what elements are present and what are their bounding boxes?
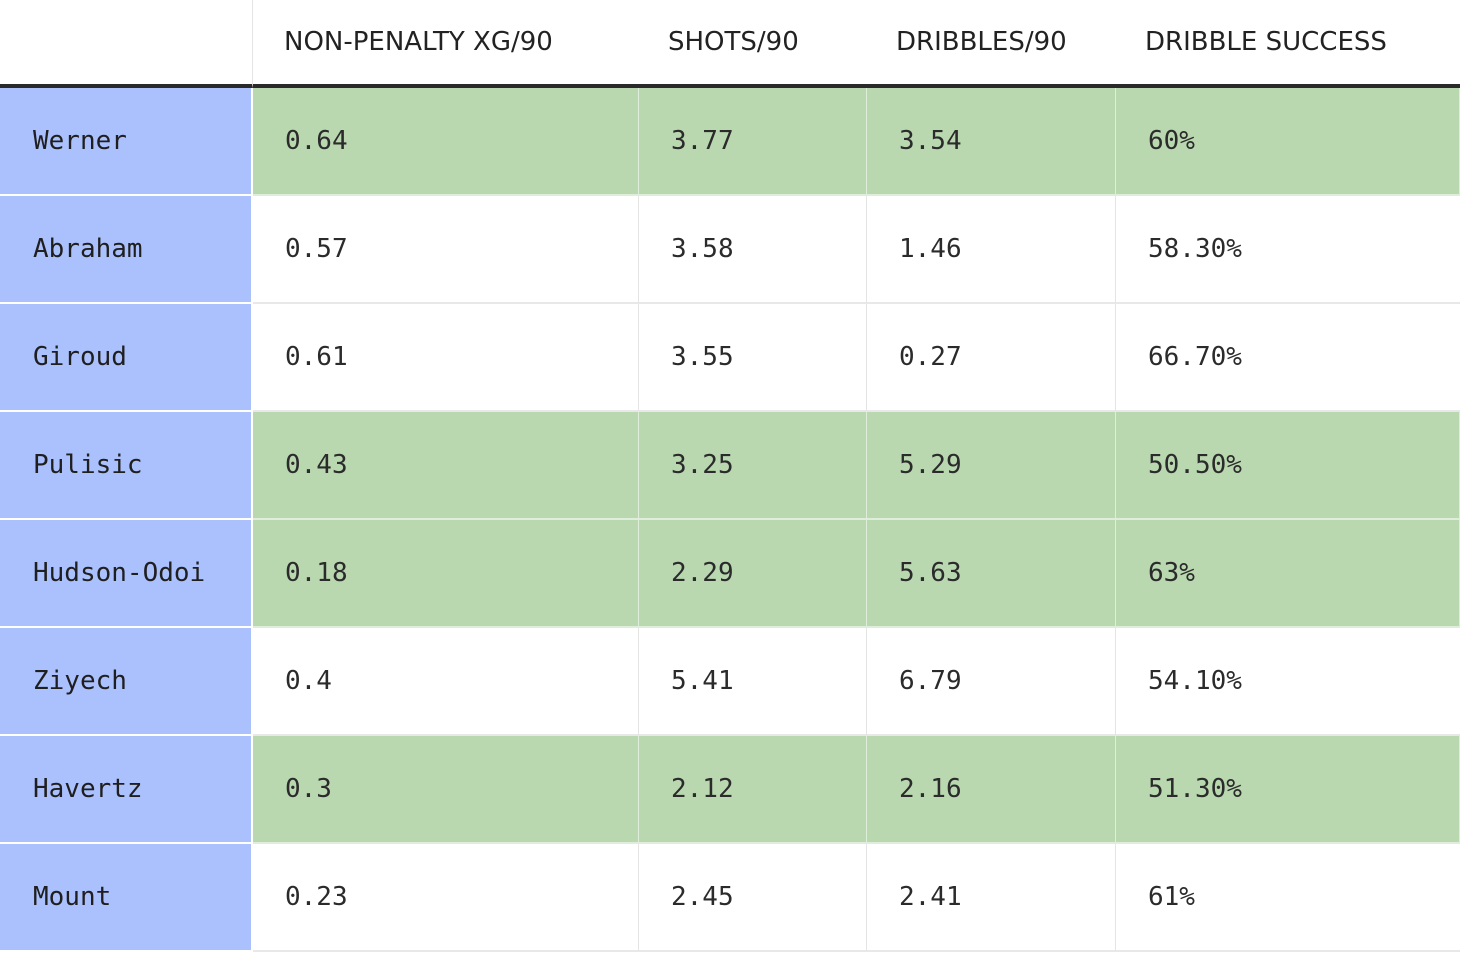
- dribble-success-cell: 54.10%: [1116, 628, 1460, 736]
- player-name-cell: Havertz: [0, 736, 253, 844]
- shots90-cell: 2.12: [639, 736, 867, 844]
- header-row: NON-PENALTY XG/90 SHOTS/90 DRIBBLES/90 D…: [0, 0, 1460, 88]
- player-name-cell: Mount: [0, 844, 253, 952]
- dribbles90-cell: 5.29: [867, 412, 1116, 520]
- player-name-cell: Pulisic: [0, 412, 253, 520]
- shots90-cell: 3.55: [639, 304, 867, 412]
- dribble-success-cell: 61%: [1116, 844, 1460, 952]
- npxg90-cell: 0.3: [253, 736, 639, 844]
- header-shots: SHOTS/90: [639, 0, 867, 88]
- dribble-success-cell: 66.70%: [1116, 304, 1460, 412]
- header-non-penalty-xg: NON-PENALTY XG/90: [253, 0, 639, 88]
- table-row: Pulisic 0.43 3.25 5.29 50.50%: [0, 412, 1460, 520]
- npxg90-cell: 0.23: [253, 844, 639, 952]
- npxg90-cell: 0.61: [253, 304, 639, 412]
- player-name-cell: Ziyech: [0, 628, 253, 736]
- player-name-cell: Abraham: [0, 196, 253, 304]
- dribbles90-cell: 5.63: [867, 520, 1116, 628]
- header-dribbles: DRIBBLES/90: [867, 0, 1116, 88]
- table-body: Werner 0.64 3.77 3.54 60% Abraham 0.57 3.58 1.46…: [0, 88, 1460, 952]
- npxg90-cell: 0.64: [253, 88, 639, 196]
- shots90-cell: 5.41: [639, 628, 867, 736]
- table-row: Havertz 0.3 2.12 2.16 51.30%: [0, 736, 1460, 844]
- header-dribble-success: DRIBBLE SUCCESS: [1116, 0, 1460, 88]
- table-row: Hudson-Odoi 0.18 2.29 5.63 63%: [0, 520, 1460, 628]
- npxg90-cell: 0.57: [253, 196, 639, 304]
- player-name-cell: Hudson-Odoi: [0, 520, 253, 628]
- npxg90-cell: 0.18: [253, 520, 639, 628]
- dribbles90-cell: 3.54: [867, 88, 1116, 196]
- shots90-cell: 3.25: [639, 412, 867, 520]
- shots90-cell: 3.58: [639, 196, 867, 304]
- player-name-cell: Giroud: [0, 304, 253, 412]
- table-row: Abraham 0.57 3.58 1.46 58.30%: [0, 196, 1460, 304]
- table-row: Giroud 0.61 3.55 0.27 66.70%: [0, 304, 1460, 412]
- dribble-success-cell: 50.50%: [1116, 412, 1460, 520]
- header-corner: [0, 0, 253, 88]
- dribble-success-cell: 51.30%: [1116, 736, 1460, 844]
- dribble-success-cell: 60%: [1116, 88, 1460, 196]
- shots90-cell: 2.45: [639, 844, 867, 952]
- table-row: Ziyech 0.4 5.41 6.79 54.10%: [0, 628, 1460, 736]
- shots90-cell: 2.29: [639, 520, 867, 628]
- dribble-success-cell: 63%: [1116, 520, 1460, 628]
- dribbles90-cell: 2.16: [867, 736, 1116, 844]
- table-row: Mount 0.23 2.45 2.41 61%: [0, 844, 1460, 952]
- dribbles90-cell: 6.79: [867, 628, 1116, 736]
- player-name-cell: Werner: [0, 88, 253, 196]
- dribble-success-cell: 58.30%: [1116, 196, 1460, 304]
- shots90-cell: 3.77: [639, 88, 867, 196]
- dribbles90-cell: 2.41: [867, 844, 1116, 952]
- dribbles90-cell: 0.27: [867, 304, 1116, 412]
- table-row: Werner 0.64 3.77 3.54 60%: [0, 88, 1460, 196]
- npxg90-cell: 0.4: [253, 628, 639, 736]
- dribbles90-cell: 1.46: [867, 196, 1116, 304]
- npxg90-cell: 0.43: [253, 412, 639, 520]
